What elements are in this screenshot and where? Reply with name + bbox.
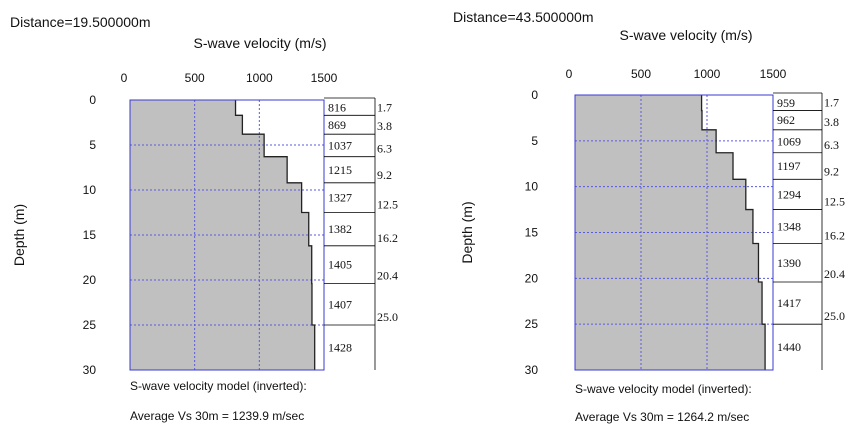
- layer-depth-label: 3.8: [824, 115, 839, 129]
- layer-velocity-label: 1037: [328, 138, 352, 152]
- distance-label: Distance=43.500000m: [453, 9, 594, 25]
- velocity-profile-chart-left: 816 869 1037 1215 1327 1382 1405 1407 1428 1.7 3.8…: [10, 14, 398, 423]
- average-vs30-caption: Average Vs 30m = 1239.9 m/sec: [130, 409, 304, 423]
- layer-depth-label: 9.2: [824, 164, 839, 178]
- layer-velocity-label: 869: [328, 118, 346, 132]
- y-tick-label: 25: [525, 317, 539, 331]
- plot-border: [574, 94, 774, 371]
- y-tick-label: 0: [531, 88, 538, 102]
- layer-depth-label: 25.0: [377, 310, 398, 324]
- x-tick-label: 1500: [311, 71, 338, 85]
- y-axis-label: Depth (m): [11, 204, 27, 266]
- layer-velocity-label: 1382: [328, 222, 352, 236]
- x-tick-label: 500: [631, 67, 651, 81]
- x-tick-label: 1000: [246, 71, 273, 85]
- model-caption: S-wave velocity model (inverted):: [130, 379, 307, 393]
- layer-depth-label: 12.5: [377, 198, 398, 212]
- y-tick-label: 20: [525, 271, 539, 285]
- x-tick-label: 1500: [760, 67, 787, 81]
- y-tick-label: 30: [525, 363, 539, 377]
- layer-velocity-label: 816: [328, 101, 346, 115]
- velocity-profile-panel-right: 959 962 1069 1197 1294 1348 1390 1417 1440 1.7 3.8…: [440, 0, 855, 428]
- y-axis-label: Depth (m): [459, 201, 475, 263]
- velocity-profile-line: [234, 100, 316, 370]
- chart-title: S-wave velocity (m/s): [619, 27, 752, 43]
- x-tick-label: 0: [121, 71, 128, 85]
- layer-velocity-label: 1327: [328, 191, 352, 205]
- average-vs30-caption: Average Vs 30m = 1264.2 m/sec: [575, 410, 749, 424]
- layer-depth-label: 16.2: [824, 229, 845, 243]
- layer-depth-label: 12.5: [824, 195, 845, 209]
- velocity-profile-panel-left: 816 869 1037 1215 1327 1382 1405 1407 1428 1.7 3.8…: [10, 14, 398, 423]
- layer-velocity-label: 1390: [777, 256, 801, 270]
- layer-depth-label: 3.8: [377, 119, 392, 133]
- layer-velocity-label: 1440: [777, 340, 801, 354]
- x-tick-label: 0: [566, 67, 573, 81]
- y-tick-label: 5: [89, 138, 96, 152]
- y-tick-label: 10: [83, 183, 97, 197]
- distance-label: Distance=19.500000m: [10, 14, 151, 30]
- layer-velocity-label: 1348: [777, 220, 801, 234]
- layer-depth-label: 16.2: [377, 231, 398, 245]
- layer-depth-label: 20.4: [377, 269, 398, 283]
- layer-depth-label: 25.0: [824, 309, 845, 323]
- layer-velocity-label: 962: [777, 113, 795, 127]
- layer-velocity-label: 1405: [328, 258, 352, 272]
- y-tick-label: 15: [83, 228, 97, 242]
- layer-velocity-label: 1417: [777, 296, 801, 310]
- y-tick-label: 10: [525, 180, 539, 194]
- y-tick-label: 5: [531, 134, 538, 148]
- x-tick-label: 500: [185, 71, 205, 85]
- layer-velocity-label: 1197: [777, 159, 801, 173]
- layer-velocity-label: 1215: [328, 163, 352, 177]
- layer-depth-label: 6.3: [824, 138, 839, 152]
- layer-depth-label: 9.2: [377, 168, 392, 182]
- layer-velocity-label: 1294: [777, 187, 801, 201]
- layer-depth-label: 1.7: [377, 100, 392, 114]
- y-tick-label: 25: [83, 318, 97, 332]
- velocity-profile-fill: [575, 95, 766, 370]
- layer-depth-label: 1.7: [824, 96, 839, 110]
- velocity-profile-line: [700, 95, 766, 370]
- layer-velocity-label: 1428: [328, 341, 352, 355]
- layer-velocity-label: 1407: [328, 297, 352, 311]
- layer-velocity-label: 959: [777, 96, 795, 110]
- x-tick-label: 1000: [694, 67, 721, 81]
- y-tick-label: 30: [83, 363, 97, 377]
- layer-depth-label: 6.3: [377, 142, 392, 156]
- velocity-profile-chart-right: 959 962 1069 1197 1294 1348 1390 1417 1440 1.7 3.8…: [453, 9, 845, 424]
- y-tick-label: 20: [83, 273, 97, 287]
- y-tick-label: 15: [525, 226, 539, 240]
- layer-velocity-label: 1069: [777, 134, 801, 148]
- model-caption: S-wave velocity model (inverted):: [575, 382, 752, 396]
- plot-border: [129, 99, 325, 371]
- chart-title: S-wave velocity (m/s): [193, 35, 326, 51]
- layer-depth-label: 20.4: [824, 267, 845, 281]
- y-tick-label: 0: [89, 93, 96, 107]
